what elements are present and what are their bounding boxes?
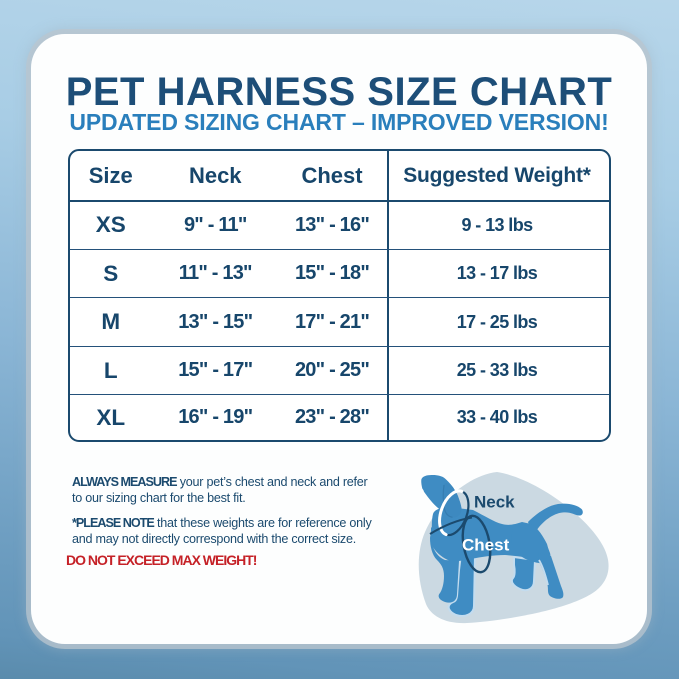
svg-text:Neck: Neck bbox=[474, 493, 515, 512]
svg-text:Chest: Chest bbox=[462, 536, 510, 555]
